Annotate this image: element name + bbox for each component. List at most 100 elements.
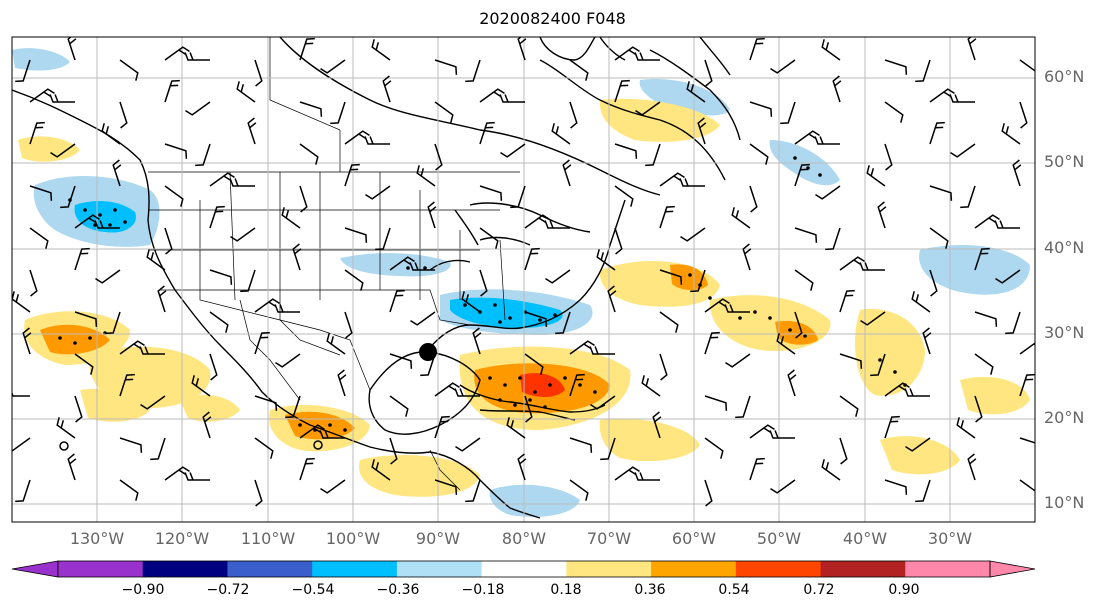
- wind-barb: [330, 101, 346, 125]
- wind-barb: [731, 207, 751, 229]
- wind-barb: [434, 143, 443, 171]
- wind-barb: [860, 311, 886, 326]
- wind-barb: [365, 185, 391, 200]
- location-marker: [419, 343, 437, 361]
- wind-barb: [614, 143, 638, 159]
- wind-barb: [814, 136, 840, 145]
- wind-barb: [209, 205, 225, 229]
- wind-barb: [299, 185, 308, 213]
- wind-barb: [119, 437, 143, 453]
- wind-barb: [652, 411, 662, 439]
- colorbar-segment: [905, 561, 991, 577]
- wind-barb: [510, 185, 526, 209]
- wind-barb: [74, 311, 98, 327]
- positive-anomaly-caribbean-south: [599, 418, 700, 462]
- wind-barb: [185, 101, 211, 116]
- wind-barbs: [12, 37, 1035, 507]
- positive-anomaly-gulf-of-california: [180, 394, 240, 422]
- positive-anomaly-atlantic-south: [880, 436, 960, 475]
- wind-barb: [1005, 311, 1021, 335]
- wind-barb: [524, 311, 548, 327]
- wind-barb: [455, 437, 481, 452]
- wind-barb: [184, 52, 210, 61]
- wind-barb: [915, 479, 931, 503]
- colorbar-segment: [481, 561, 567, 577]
- wind-barb: [454, 388, 480, 397]
- wind-barb: [434, 415, 450, 439]
- lat-label-60: 60°N: [1044, 67, 1085, 86]
- wind-barb: [690, 269, 706, 293]
- wind-barb: [382, 75, 392, 103]
- wind-barb: [254, 395, 278, 411]
- wind-barb: [320, 479, 346, 494]
- wind-barb: [659, 205, 675, 229]
- wind-barb: [389, 353, 413, 369]
- wind-barb: [500, 143, 526, 158]
- wind-barb: [659, 172, 685, 187]
- strong-positive-anomaly-central-atlantic-1: [670, 264, 708, 291]
- lon-label-120: 120°W: [154, 529, 210, 548]
- wind-barb: [596, 249, 616, 271]
- wind-barb: [974, 214, 1000, 229]
- wind-barb: [240, 269, 256, 293]
- lat-label-10: 10°N: [1044, 493, 1085, 512]
- colorbar-label-2: −0.72: [206, 582, 250, 598]
- wind-barb: [319, 430, 345, 439]
- wind-barb: [29, 121, 45, 145]
- colorbar-segment: [312, 561, 398, 577]
- wind-barb: [929, 227, 949, 249]
- wind-barb: [254, 331, 270, 355]
- wind-barb: [164, 466, 190, 481]
- colorbar-segment: [396, 561, 483, 577]
- colorbar-extend-high: [989, 560, 1036, 578]
- wind-barb: [230, 227, 256, 242]
- wind-barb: [877, 201, 887, 229]
- wind-barb: [770, 479, 796, 494]
- wind-barb: [344, 227, 368, 243]
- strong-negative-anomaly-pacific-nw: [74, 200, 136, 233]
- wind-barb: [95, 269, 121, 284]
- wind-barb: [974, 395, 983, 423]
- wind-barb: [544, 220, 570, 229]
- wind-barb: [389, 395, 409, 417]
- wind-barb: [794, 163, 810, 187]
- wind-barb: [859, 262, 885, 271]
- positive-anomaly-gulf-south: [359, 455, 480, 497]
- wind-barb: [465, 59, 481, 83]
- wind-barb: [569, 437, 593, 453]
- wind-barb: [12, 391, 30, 397]
- wind-barb: [195, 143, 211, 167]
- wind-barb: [420, 353, 436, 377]
- wind-barb: [956, 417, 976, 439]
- positive-anomaly-east-atlantic: [855, 309, 925, 396]
- wind-barb: [614, 466, 640, 481]
- wind-barb: [275, 353, 301, 368]
- lon-label-60: 60°W: [671, 529, 717, 548]
- wind-barb: [680, 227, 706, 242]
- wind-barb: [299, 101, 323, 117]
- wind-barb: [517, 37, 527, 61]
- colorbar-label-7: 0.36: [634, 582, 666, 598]
- wind-barb: [704, 395, 728, 411]
- lat-label-20: 20°N: [1044, 408, 1085, 427]
- wind-barb: [884, 382, 910, 397]
- wind-barb: [209, 269, 233, 285]
- wind-barb: [299, 424, 325, 439]
- wind-barb: [569, 101, 578, 129]
- wind-barb: [67, 37, 77, 61]
- wind-barb: [794, 311, 803, 339]
- wind-barb: [641, 375, 661, 397]
- strong-positive-anomaly-central-atlantic-2: [775, 320, 818, 345]
- colorbar-label-1: −0.90: [121, 582, 165, 598]
- wind-barb: [749, 457, 765, 481]
- wind-barb: [911, 291, 931, 313]
- wind-barb: [600, 437, 616, 461]
- wind-barb: [416, 165, 436, 187]
- wind-barb: [770, 59, 796, 74]
- colorbar-extend-low: [11, 560, 59, 578]
- wind-barb: [364, 136, 390, 145]
- colorbar-label-3: −0.54: [291, 582, 335, 598]
- wind-barb: [139, 346, 165, 355]
- wind-barb: [769, 430, 795, 439]
- wind-barb: [905, 437, 931, 452]
